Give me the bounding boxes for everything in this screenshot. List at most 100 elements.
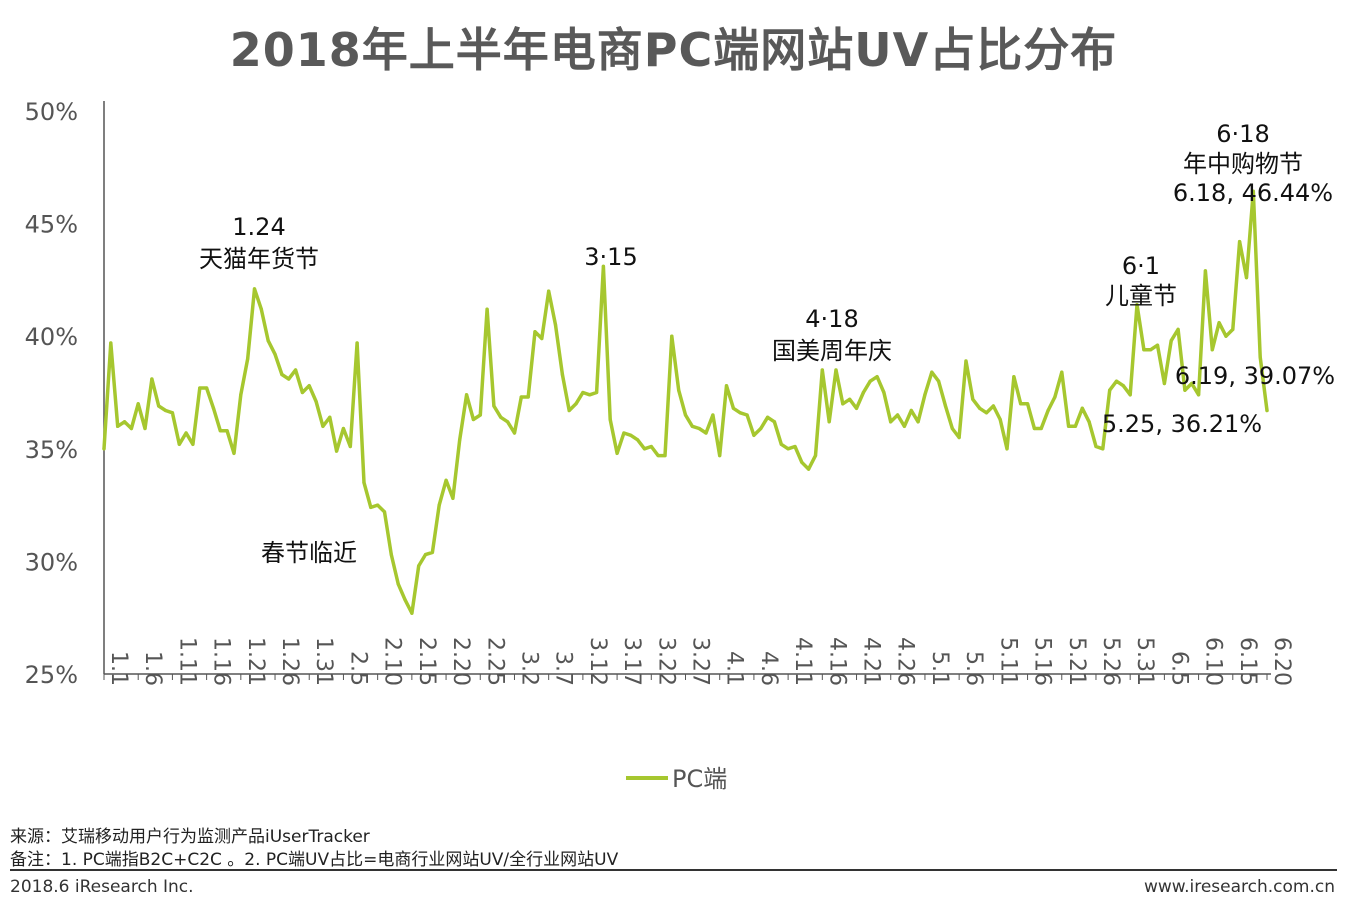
data-point xyxy=(1169,339,1173,343)
x-tick-label: 5.31 xyxy=(1132,637,1157,686)
x-tick-label: 4.1 xyxy=(722,651,747,686)
data-point xyxy=(807,467,811,471)
data-point xyxy=(205,386,209,390)
data-point xyxy=(417,564,421,568)
x-tick-label: 1.11 xyxy=(174,637,199,686)
y-tick-label: 45% xyxy=(25,211,78,239)
footer-divider xyxy=(10,869,1337,871)
annotation-text: 6·18 xyxy=(1216,120,1269,148)
x-tick-label: 2.25 xyxy=(482,637,507,686)
data-point xyxy=(198,386,202,390)
data-point xyxy=(396,582,400,586)
data-point xyxy=(971,397,975,401)
data-point xyxy=(1176,327,1180,332)
copyright-text: 2018.6 iResearch Inc. xyxy=(10,877,194,897)
data-point xyxy=(170,411,175,415)
data-point xyxy=(1005,447,1009,451)
data-point xyxy=(1149,348,1153,352)
data-point xyxy=(629,433,633,437)
annotation-text: 天猫年货节 xyxy=(199,245,319,273)
data-point xyxy=(895,413,900,417)
data-point xyxy=(765,415,770,419)
data-point xyxy=(834,368,838,372)
data-point xyxy=(1046,408,1050,413)
data-point xyxy=(1101,447,1105,451)
data-point xyxy=(314,399,318,404)
data-point xyxy=(841,402,845,406)
data-point xyxy=(998,417,1002,422)
data-label: 6.18, 46.44% xyxy=(1173,179,1333,207)
x-tick-label: 6.15 xyxy=(1235,637,1260,686)
data-point xyxy=(369,505,373,509)
data-point xyxy=(218,429,222,433)
data-point xyxy=(909,408,913,413)
data-point xyxy=(1135,303,1139,307)
data-point xyxy=(430,550,434,554)
annotation-text: 1.24 xyxy=(232,213,285,241)
data-point xyxy=(348,444,352,449)
data-label: 5.25, 36.21% xyxy=(1102,410,1262,438)
data-point xyxy=(184,431,188,435)
x-tick-label: 1.6 xyxy=(140,651,165,686)
data-point xyxy=(553,323,558,327)
annotation-text: 3·15 xyxy=(584,243,637,271)
data-point xyxy=(512,431,517,435)
x-tick-label: 6.5 xyxy=(1166,651,1191,686)
data-point xyxy=(1053,395,1057,399)
data-point xyxy=(923,393,927,397)
x-tick-label: 3.12 xyxy=(585,637,610,686)
data-point xyxy=(1039,426,1043,431)
y-tick-label: 50% xyxy=(25,98,78,126)
data-point xyxy=(519,395,523,399)
data-point xyxy=(1244,276,1249,280)
data-point xyxy=(335,449,339,453)
series-layer xyxy=(102,189,1269,615)
data-point xyxy=(191,442,195,446)
data-point xyxy=(122,420,127,424)
data-point xyxy=(1231,327,1235,332)
data-point xyxy=(1067,424,1071,428)
data-point xyxy=(937,379,941,383)
data-point xyxy=(485,307,489,311)
x-tick-label: 5.26 xyxy=(1098,637,1123,686)
data-point xyxy=(444,478,448,482)
data-point xyxy=(451,496,455,500)
data-point xyxy=(738,411,742,415)
data-point xyxy=(1203,269,1208,273)
data-point xyxy=(259,307,263,311)
data-point xyxy=(252,287,257,291)
data-point xyxy=(663,453,667,458)
data-point xyxy=(540,336,544,341)
data-point xyxy=(1060,370,1064,374)
x-tick-label: 4.6 xyxy=(756,651,781,686)
data-point xyxy=(150,377,154,381)
data-point xyxy=(854,406,859,410)
data-point xyxy=(779,442,783,446)
website-url: www.iresearch.com.cn xyxy=(1143,877,1335,897)
data-point xyxy=(759,426,763,431)
legend: PC端 xyxy=(626,765,727,793)
x-tick-label: 4.11 xyxy=(790,637,815,686)
data-point xyxy=(506,420,510,424)
x-tick-label: 4.16 xyxy=(824,637,849,686)
data-point xyxy=(1073,424,1078,428)
x-tick-label: 5.16 xyxy=(1030,637,1055,686)
data-point xyxy=(1238,240,1242,244)
data-point xyxy=(464,393,469,397)
x-tick-label: 2.5 xyxy=(345,651,370,686)
data-point xyxy=(943,404,948,408)
data-point xyxy=(1210,348,1214,352)
data-point xyxy=(581,390,585,395)
source-text: 来源：艾瑞移动用户行为监测产品iUserTracker xyxy=(10,827,370,847)
x-tick-label: 1.21 xyxy=(243,637,268,686)
x-tick-label: 5.1 xyxy=(927,651,952,686)
data-point xyxy=(437,503,441,507)
data-point xyxy=(649,444,653,449)
annotation-text: 4·18 xyxy=(805,305,858,333)
data-point xyxy=(1128,393,1132,397)
data-point xyxy=(143,426,147,431)
data-point xyxy=(1217,321,1221,325)
y-tick-label: 35% xyxy=(25,436,78,464)
data-point xyxy=(1155,343,1160,347)
